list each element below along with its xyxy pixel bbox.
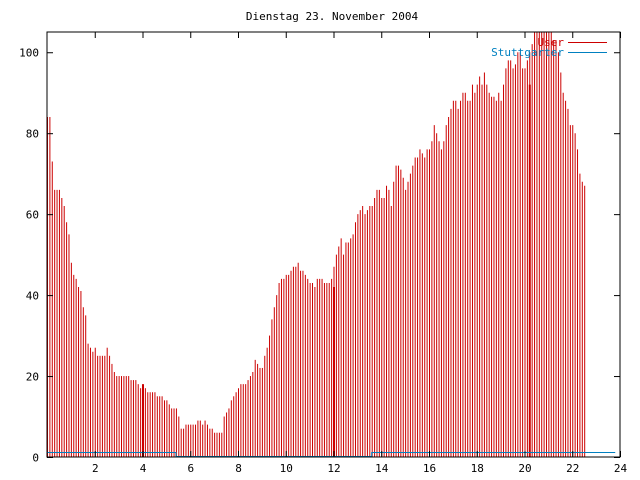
y-tick-label: 80: [26, 128, 39, 141]
y-tick-label: 40: [26, 290, 39, 303]
y-tick-label: 100: [19, 47, 39, 60]
x-tick-label: 20: [518, 462, 531, 475]
y-tick-label: 0: [32, 452, 39, 465]
x-tick-label: 16: [423, 462, 436, 475]
x-tick-label: 24: [614, 462, 628, 475]
x-tick-label: 2: [92, 462, 99, 475]
chart-title: Dienstag 23. November 2004: [246, 10, 419, 23]
x-tick-label: 18: [471, 462, 484, 475]
x-tick-label: 22: [566, 462, 579, 475]
user-spikes: [142, 84, 531, 457]
user-bars: [47, 32, 586, 457]
x-tick-label: 4: [140, 462, 147, 475]
legend-label: User: [538, 36, 565, 49]
x-tick-label: 6: [187, 462, 194, 475]
x-tick-label: 12: [327, 462, 340, 475]
legend-label: Stuttgarter: [491, 46, 564, 59]
y-tick-label: 20: [26, 371, 39, 384]
y-tick-label: 60: [26, 209, 39, 222]
x-tick-label: 14: [375, 462, 389, 475]
x-tick-label: 10: [280, 462, 293, 475]
x-tick-label: 8: [235, 462, 242, 475]
